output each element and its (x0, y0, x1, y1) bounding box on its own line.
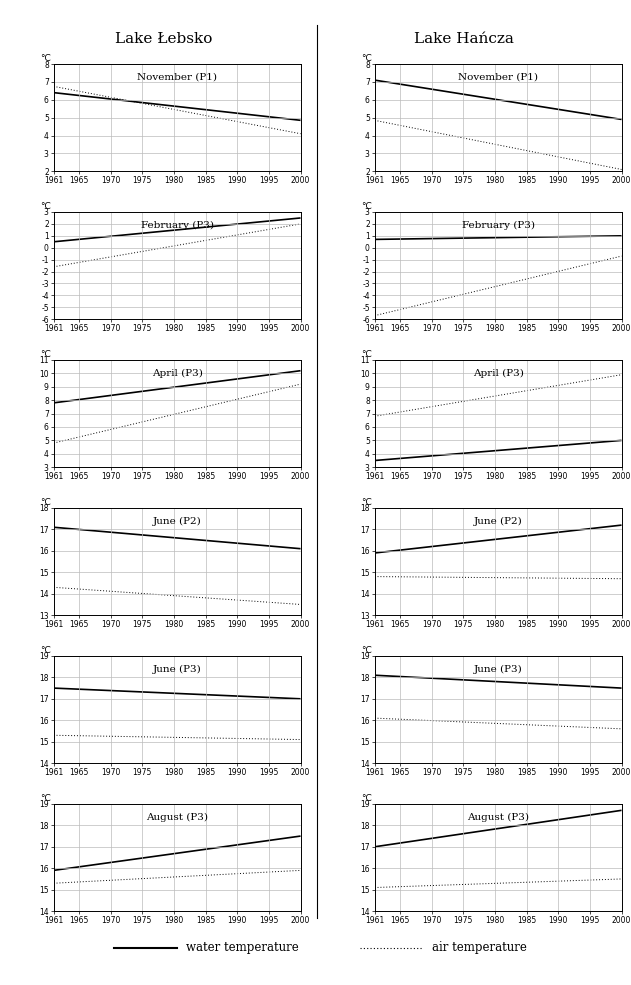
Text: August (P3): August (P3) (146, 813, 208, 821)
Text: February (P3): February (P3) (141, 221, 213, 230)
Text: °C: °C (40, 794, 51, 803)
Text: June (P3): June (P3) (474, 665, 522, 674)
Text: °C: °C (362, 646, 372, 655)
Text: Lake Łebsko: Lake Łebsko (115, 33, 213, 46)
Text: June (P2): June (P2) (153, 516, 201, 526)
Text: June (P2): June (P2) (474, 516, 522, 526)
Text: November (P1): November (P1) (458, 73, 538, 82)
Text: °C: °C (40, 202, 51, 211)
Text: June (P3): June (P3) (153, 665, 201, 674)
Text: °C: °C (40, 350, 51, 359)
Text: °C: °C (362, 497, 372, 507)
Text: Lake Hańcza: Lake Hańcza (414, 33, 514, 46)
Text: water temperature: water temperature (186, 941, 299, 954)
Text: °C: °C (40, 646, 51, 655)
Text: August (P3): August (P3) (467, 813, 529, 821)
Text: November (P1): November (P1) (137, 73, 217, 82)
Text: °C: °C (40, 54, 51, 63)
Text: °C: °C (362, 350, 372, 359)
Text: April (P3): April (P3) (151, 368, 203, 377)
Text: April (P3): April (P3) (473, 368, 524, 377)
Text: air temperature: air temperature (432, 941, 527, 954)
Text: °C: °C (40, 497, 51, 507)
Text: February (P3): February (P3) (462, 221, 534, 230)
Text: °C: °C (362, 794, 372, 803)
Text: °C: °C (362, 202, 372, 211)
Text: °C: °C (362, 54, 372, 63)
